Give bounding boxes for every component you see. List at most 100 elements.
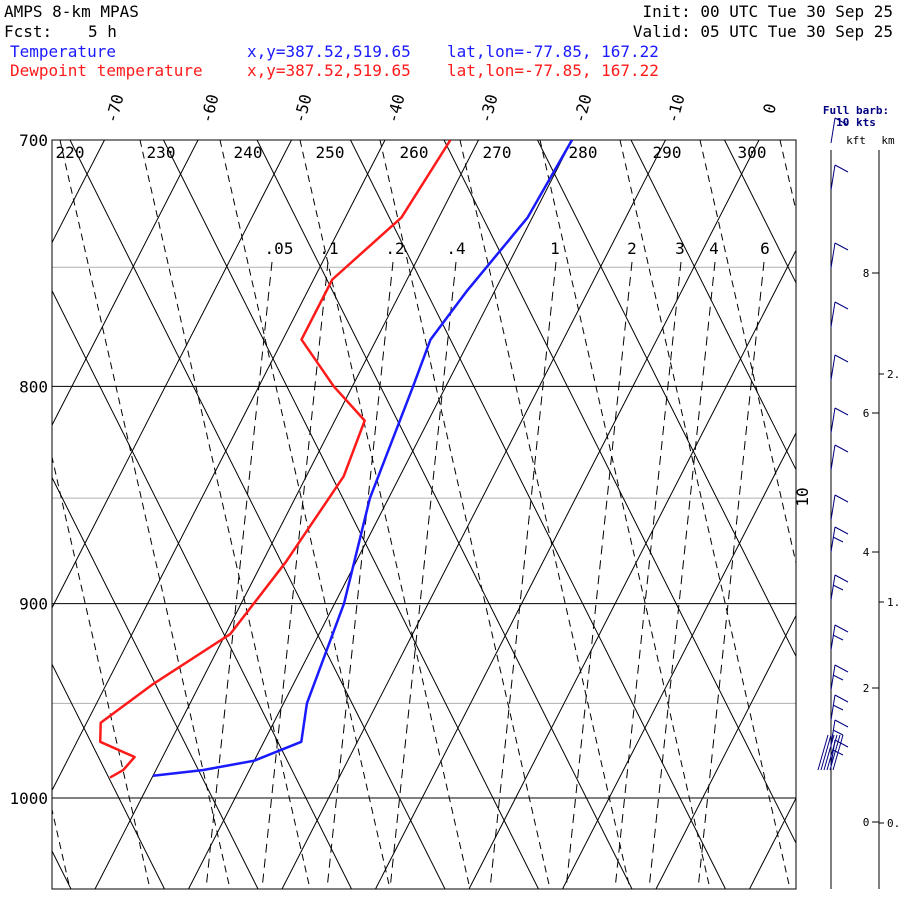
mixing-ratio-label: 4 xyxy=(709,239,719,258)
legend-temperature-label: Temperature xyxy=(10,42,116,61)
wind-barb xyxy=(830,354,849,381)
barb-cluster xyxy=(817,734,829,771)
moist-adiabat xyxy=(299,140,471,889)
isotherm xyxy=(188,140,573,889)
kft-tick-label: 0 xyxy=(863,816,870,829)
moist-adiabat xyxy=(219,140,391,889)
barb-shaft xyxy=(830,117,836,144)
mixing-ratio-line xyxy=(205,261,273,889)
mixing-ratio-label: .05 xyxy=(265,239,294,258)
barb-flag xyxy=(834,354,849,363)
dry-adiabat xyxy=(630,140,796,471)
barb-flag xyxy=(834,407,849,416)
dry-adiabat xyxy=(69,140,446,889)
pressure-label: 800 xyxy=(19,377,48,396)
wind-barb xyxy=(830,494,849,521)
moist-adiabat xyxy=(539,140,711,889)
theta-label: 240 xyxy=(234,143,263,162)
isotherm xyxy=(749,797,796,889)
barb-flag xyxy=(834,494,849,503)
isotherm-label: 0 xyxy=(759,101,780,115)
moist-adiabat xyxy=(699,140,796,566)
legend-dewpoint: Dewpoint temperature x,y=387.52,519.65 l… xyxy=(10,61,659,80)
dry-adiabat xyxy=(724,140,796,284)
barb-flag xyxy=(832,584,844,591)
wind-side-label: 10 xyxy=(793,487,812,506)
wind-panel-title: Full barb: xyxy=(823,104,889,117)
dry-adiabat xyxy=(52,849,72,889)
dry-adiabat xyxy=(163,140,539,889)
legend-dewpoint-label: Dewpoint temperature xyxy=(10,61,203,80)
km-tick-label: 0. xyxy=(887,817,900,830)
pressure-label: 900 xyxy=(19,595,48,614)
isotherm-label: -50 xyxy=(290,92,316,125)
isotherm xyxy=(468,249,796,889)
isotherm xyxy=(281,140,666,889)
barb-flag xyxy=(832,704,844,711)
wind-barb xyxy=(830,694,849,721)
isotherm-label: -10 xyxy=(663,92,689,125)
mixing-ratio-line xyxy=(648,261,716,889)
theta-label: 290 xyxy=(653,143,682,162)
mixing-ratio-label: 1 xyxy=(550,239,560,258)
mixing-ratio-line xyxy=(565,261,633,889)
barb-cluster xyxy=(826,734,838,771)
barb-shaft xyxy=(830,526,836,553)
km-unit: km xyxy=(881,134,895,147)
barb-cluster xyxy=(823,734,835,771)
barb-flag xyxy=(834,719,849,728)
kft-ticks: 8 6 4 2 0 xyxy=(863,267,879,829)
barb-shaft xyxy=(830,444,836,471)
barb-flag xyxy=(832,536,844,543)
mixing-ratio-label: .2 xyxy=(385,239,404,258)
legend-temperature: Temperature x,y=387.52,519.65 lat,lon=-7… xyxy=(10,42,659,61)
dry-adiabat xyxy=(537,140,796,658)
legend-dewpoint-latlon: lat,lon=-77.85, 167.22 xyxy=(447,61,659,80)
theta-label: 300 xyxy=(738,143,767,162)
plot-frame xyxy=(51,139,797,890)
km-ticks: 2. 1. 0. xyxy=(879,368,900,830)
wind-barb xyxy=(830,526,849,553)
wind-barb xyxy=(830,574,849,601)
temperature-line xyxy=(152,140,574,777)
barb-flag xyxy=(834,164,849,173)
moist-adiabat xyxy=(59,140,231,889)
barb-flag xyxy=(834,739,849,748)
kft-tick-label: 4 xyxy=(863,546,870,559)
isotherm xyxy=(52,140,386,792)
barb-shaft xyxy=(830,664,836,691)
isotherm xyxy=(655,614,796,889)
isotherm xyxy=(52,140,199,427)
mixing-ratio-label: 2 xyxy=(627,239,637,258)
dry-adiabat xyxy=(443,140,796,845)
barb-flag xyxy=(834,624,849,633)
barb-flag xyxy=(834,117,849,126)
isotherm xyxy=(375,140,760,889)
barb-shaft xyxy=(830,574,836,601)
barb-shaft xyxy=(830,407,836,434)
dry-adiabat xyxy=(52,476,259,889)
barb-flag xyxy=(834,242,849,251)
barb-cluster xyxy=(820,734,832,771)
barb-shaft xyxy=(830,624,836,651)
wind-barb xyxy=(830,242,849,269)
barb-flag xyxy=(834,664,849,673)
pressure-label: 1000 xyxy=(9,789,48,808)
init-time: Init: 00 UTC Tue 30 Sep 25 xyxy=(643,2,893,21)
valid-time: Valid: 05 UTC Tue 30 Sep 25 xyxy=(633,22,893,41)
wind-panel: Full barb: 10 kts kft km 8 6 4 2 0 2. 1. 0. 10 xyxy=(793,104,900,889)
barb-flag xyxy=(832,729,844,736)
barb-flag xyxy=(834,301,849,310)
mixing-ratio-label: .1 xyxy=(319,239,338,258)
wind-barb xyxy=(830,624,849,651)
mixing-ratio-label: .4 xyxy=(446,239,465,258)
barb-flag xyxy=(834,694,849,703)
dry-adiabat xyxy=(52,289,352,889)
legend-temperature-latlon: lat,lon=-77.85, 167.22 xyxy=(447,42,659,61)
mixing-ratio-line xyxy=(697,261,765,889)
barb-shaft xyxy=(830,301,836,328)
barb-shaft xyxy=(830,694,836,721)
barb-flag xyxy=(832,674,844,681)
wind-barb xyxy=(830,164,849,191)
kft-tick-label: 2 xyxy=(863,682,870,695)
